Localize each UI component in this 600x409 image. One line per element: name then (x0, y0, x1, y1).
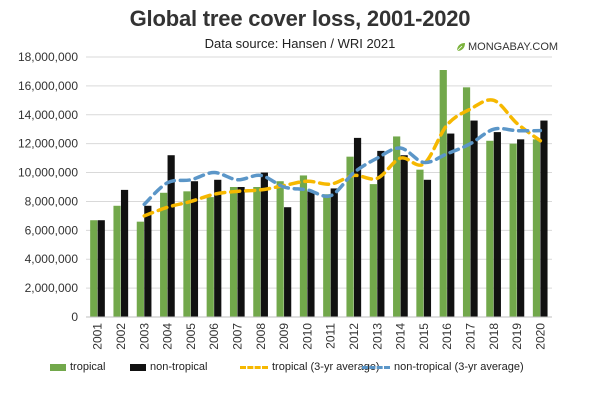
x-tick-label: 2003 (137, 323, 151, 350)
bar-tropical (183, 191, 191, 317)
x-tick-label: 2001 (91, 323, 105, 350)
x-tick-label: 2012 (347, 323, 361, 350)
y-tick-label: 18,000,000 (18, 50, 78, 64)
x-tick-label: 2015 (417, 323, 431, 350)
y-tick-label: 12,000,000 (18, 137, 78, 151)
bar-tropical (113, 205, 121, 317)
bar-non-tropical (493, 132, 501, 317)
legend-swatch (130, 363, 146, 371)
legend-item: tropical (50, 361, 105, 373)
bar-non-tropical (307, 191, 315, 317)
bar-tropical (160, 192, 168, 317)
bar-tropical (136, 221, 144, 317)
bar-non-tropical (284, 207, 292, 317)
x-tick-label: 2005 (184, 323, 198, 350)
y-tick-label: 8,000,000 (25, 194, 79, 208)
x-tick-label: 2019 (510, 323, 524, 350)
bar-non-tropical (190, 181, 199, 317)
x-tick-label: 2020 (533, 323, 547, 350)
x-tick-label: 2018 (487, 323, 501, 350)
bar-non-tropical (517, 139, 525, 317)
x-tick-label: 2014 (394, 323, 408, 350)
bar-non-tropical (144, 205, 152, 317)
legend-swatch (362, 365, 390, 369)
bar-non-tropical (470, 120, 478, 317)
legend-item: non-tropical (130, 361, 207, 373)
leaf-icon (456, 43, 465, 52)
y-tick-label: 14,000,000 (18, 108, 78, 122)
x-tick-label: 2011 (324, 323, 338, 349)
x-tick-label: 2016 (440, 323, 454, 350)
legend-item: tropical (3-yr average) (240, 361, 380, 373)
x-tick-label: 2002 (114, 323, 128, 350)
x-tick-label: 2007 (230, 323, 244, 350)
x-tick-label: 2010 (300, 323, 314, 350)
bar-tropical (486, 140, 494, 317)
bar-non-tropical (214, 179, 222, 317)
bar-tropical (206, 197, 214, 317)
line-non-tropical-3-yr-average- (142, 126, 543, 207)
bar-tropical (369, 184, 377, 317)
x-tick-label: 2009 (277, 323, 291, 350)
bar-non-tropical (400, 155, 408, 317)
bar-non-tropical (260, 172, 268, 317)
y-tick-label: 16,000,000 (18, 79, 78, 93)
y-tick-label: 6,000,000 (25, 223, 79, 237)
bar-tropical (462, 87, 471, 317)
legend-label: tropical (3-yr average) (272, 361, 380, 373)
y-tick-label: 10,000,000 (18, 166, 78, 180)
x-tick-label: 2008 (254, 323, 268, 350)
bar-tropical (299, 175, 308, 317)
bar-tropical (416, 169, 424, 317)
bar-non-tropical (540, 120, 548, 317)
bar-non-tropical (353, 137, 362, 317)
bar-tropical (323, 194, 331, 317)
bar-tropical (346, 156, 354, 317)
bar-non-tropical (377, 150, 385, 317)
bar-non-tropical (447, 133, 455, 317)
brand-text: MONGABAY.COM (468, 41, 559, 53)
bar-non-tropical (330, 188, 338, 317)
legend-swatch (50, 363, 66, 371)
legend-label: tropical (70, 361, 106, 373)
bar-non-tropical (167, 155, 175, 317)
x-tick-label: 2013 (370, 323, 384, 350)
y-tick-label: 4,000,000 (25, 252, 79, 266)
bar-tropical (532, 139, 541, 317)
bar-non-tropical (423, 179, 432, 317)
legend-swatch (240, 365, 268, 369)
line-tropical-3-yr-average- (142, 98, 543, 218)
bar-non-tropical (237, 187, 245, 317)
x-tick-label: 2017 (463, 323, 477, 350)
legend: tropical non-tropical tropical (3-yr avera… (0, 361, 600, 377)
x-tick-label: 2006 (207, 323, 221, 350)
bar-tropical (90, 220, 98, 317)
chart-subtitle: Data source: Hansen / WRI 2021 (204, 36, 396, 51)
brand-logo: MONGABAY.COM (456, 41, 558, 53)
bar-tropical (276, 181, 284, 317)
chart-title: Global tree cover loss, 2001-2020 (129, 6, 471, 31)
x-tick-label: 2004 (161, 323, 175, 350)
legend-item: non-tropical (3-yr average) (362, 361, 524, 373)
bar-tropical (393, 136, 401, 317)
y-tick-label: 2,000,000 (25, 281, 79, 295)
legend-label: non-tropical (3-yr average) (394, 361, 524, 373)
bar-tropical (229, 187, 238, 317)
y-tick-label: 0 (71, 310, 78, 324)
bar-tropical (509, 143, 517, 317)
bar-non-tropical (97, 220, 105, 317)
bar-tropical (439, 70, 447, 317)
bar-non-tropical (120, 189, 129, 317)
legend-label: non-tropical (150, 361, 208, 373)
bar-tropical (253, 187, 261, 317)
